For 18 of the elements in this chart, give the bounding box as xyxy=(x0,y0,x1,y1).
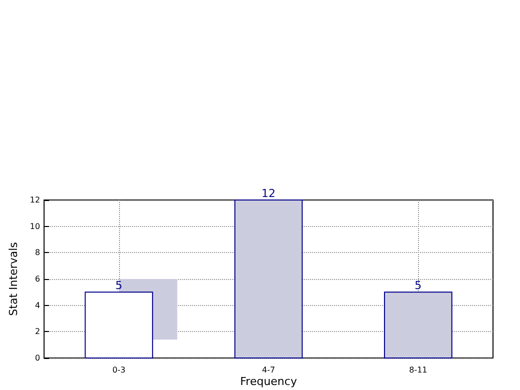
x-tick-label: 8-11 xyxy=(409,366,428,374)
y-tick-label: 0 xyxy=(34,354,40,362)
bar xyxy=(234,200,303,358)
x-tick-label: 4-7 xyxy=(262,366,276,374)
x-axis-title: Frequency xyxy=(240,375,298,388)
y-tick-label: 12 xyxy=(30,196,40,204)
y-tick-label: 2 xyxy=(34,327,40,336)
data-label: 5 xyxy=(115,279,122,292)
data-label: 5 xyxy=(414,279,422,292)
y-axis-title: Stat Intervals xyxy=(7,242,20,316)
x-tick-label: 0-3 xyxy=(112,366,126,374)
y-tick-label: 6 xyxy=(34,274,40,284)
y-tick-label: 4 xyxy=(34,300,40,310)
y-tick-label: 8 xyxy=(34,248,40,258)
data-label: 12 xyxy=(262,187,276,200)
y-tick-label: 10 xyxy=(30,222,40,231)
bar xyxy=(84,292,154,358)
bar xyxy=(384,292,452,358)
